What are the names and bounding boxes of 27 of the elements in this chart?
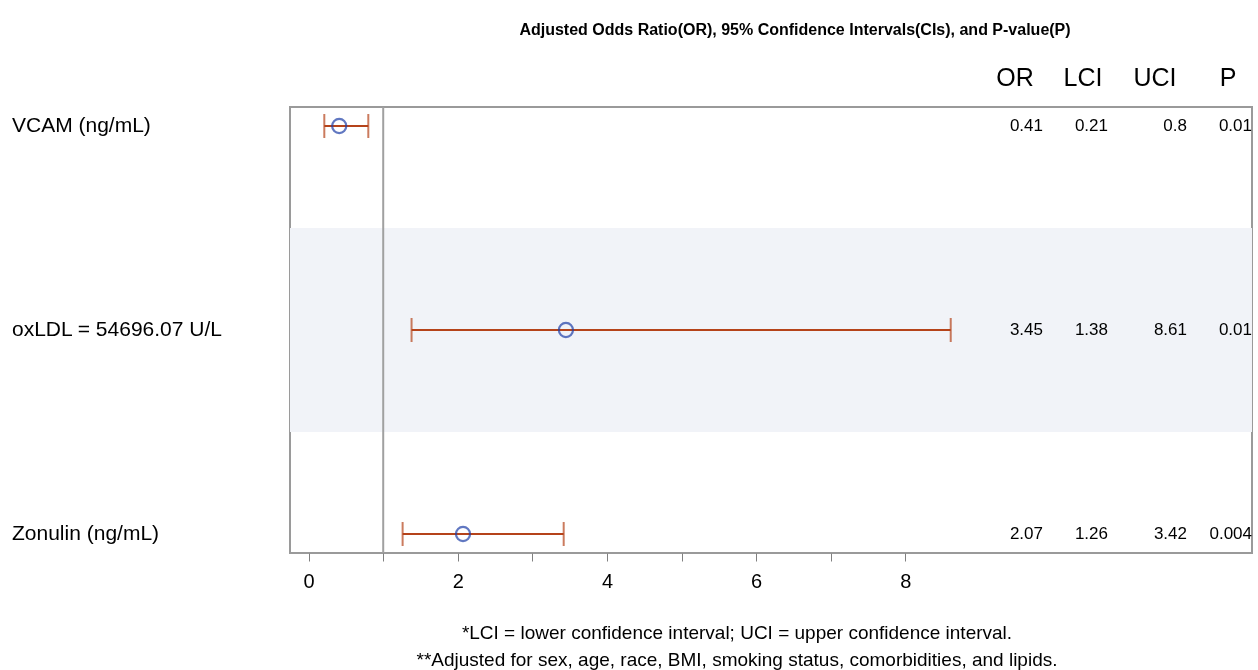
x-tick-label: 6 bbox=[751, 569, 763, 592]
annotation: 0.01 bbox=[1218, 115, 1252, 135]
y-tick-label: VCAM (ng/mL) bbox=[12, 112, 151, 136]
annotation: 1.26 bbox=[1074, 524, 1108, 544]
y-tick-label: oxLDL = 54696.07 U/L bbox=[12, 317, 222, 340]
annotation: 0.004 bbox=[1209, 524, 1252, 544]
text: LCI bbox=[1063, 63, 1103, 91]
x-tick-label: 0 bbox=[303, 569, 315, 592]
x-tick-label: 2 bbox=[452, 569, 464, 592]
annotation: 0.41 bbox=[1009, 115, 1043, 135]
annotation: 3.45 bbox=[1009, 320, 1043, 339]
text: P bbox=[1219, 63, 1237, 91]
chart-title: Adjusted Odds Ratio(OR), 95% Confidence Intervals(CIs), and P-value(P) bbox=[519, 21, 1071, 38]
annotation: 8.61 bbox=[1153, 320, 1187, 339]
text: OR bbox=[996, 63, 1034, 91]
text: *LCI = lower confidence interval; UCI = upper confidence interval. bbox=[461, 622, 1013, 643]
annotation: 0.01 bbox=[1218, 320, 1252, 339]
y-tick-label: Zonulin (ng/mL) bbox=[12, 521, 160, 545]
x-tick-label: 4 bbox=[601, 569, 613, 592]
annotation: 0.8 bbox=[1163, 115, 1187, 135]
text: **Adjusted for sex, age, race, BMI, smoking status, comorbidities, and lipids. bbox=[416, 649, 1058, 670]
annotation: 3.42 bbox=[1153, 524, 1187, 544]
annotation: 2.07 bbox=[1009, 524, 1043, 544]
x-tick-label: 8 bbox=[900, 569, 912, 592]
text: UCI bbox=[1133, 63, 1177, 91]
annotation: 0.21 bbox=[1074, 115, 1108, 135]
annotation: 1.38 bbox=[1074, 320, 1108, 339]
